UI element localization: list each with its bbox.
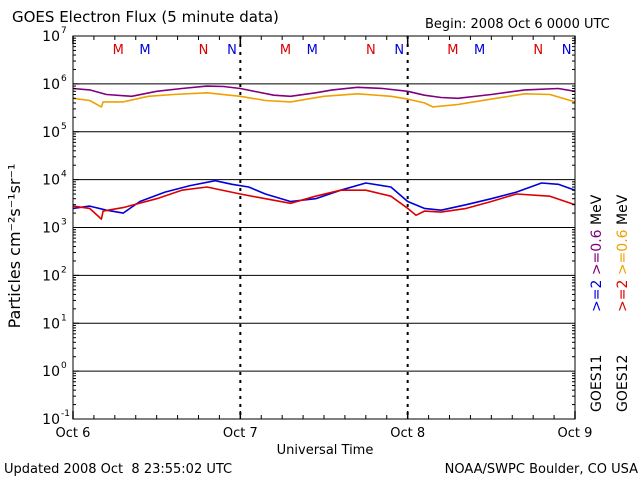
series-layer: [72, 85, 576, 220]
mn-marker: M: [307, 43, 318, 58]
mn-marker: N: [394, 43, 404, 58]
mn-marker: M: [139, 43, 150, 58]
credit-label: NOAA/SWPC Boulder, CO USA: [445, 462, 638, 477]
legend-satellite-label: GOES11: [589, 355, 605, 412]
series-line: [72, 92, 576, 108]
mn-marker: N: [562, 43, 572, 58]
legend-channels-label: >=2 >=0.6 MeV: [589, 194, 605, 312]
y-tick-exponent: 7: [61, 26, 67, 36]
y-tick-exponent: -1: [61, 409, 70, 419]
x-tick-label: Oct 6: [56, 426, 91, 441]
mn-marker: M: [447, 43, 458, 58]
x-tick-label: Oct 9: [558, 426, 593, 441]
legend-row: GOES12 >=2 >=0.6 MeV: [615, 194, 631, 412]
legend-part: MeV: [589, 194, 605, 229]
y-tick-exponent: 3: [61, 218, 67, 228]
legend-part: >=2: [615, 280, 631, 312]
chart-title: GOES Electron Flux (5 minute data): [12, 8, 279, 26]
legend-part: >=2: [589, 280, 605, 312]
y-tick-exponent: 5: [61, 122, 67, 132]
y-tick-label: 10: [42, 125, 60, 141]
y-tick-exponent: 0: [61, 361, 67, 371]
begin-label: Begin: 2008 Oct 6 0000 UTC: [425, 17, 610, 32]
y-tick-label: 10: [42, 268, 60, 284]
mn-marker: N: [533, 43, 543, 58]
mn-marker: M: [280, 43, 291, 58]
mn-marker: M: [113, 43, 124, 58]
mn-marker: M: [474, 43, 485, 58]
y-axis-label: Particles cm⁻²s⁻¹sr⁻¹: [5, 164, 24, 329]
series-line: [72, 186, 576, 220]
legend-part: >=0.6: [615, 229, 631, 275]
legend-row: GOES11 >=2 >=0.6 MeV: [589, 194, 605, 412]
series-line: [72, 179, 576, 214]
y-tick-label: 10: [42, 412, 60, 428]
legend-part: >=0.6: [589, 229, 605, 275]
y-tick-exponent: 4: [61, 170, 67, 180]
updated-label: Updated 2008 Oct 8 23:55:02 UTC: [4, 462, 232, 477]
mn-marker: N: [199, 43, 209, 58]
y-tick-exponent: 1: [61, 313, 67, 323]
y-tick-label: 10: [42, 29, 60, 45]
legend-part: MeV: [615, 194, 631, 229]
y-tick-label: 10: [42, 221, 60, 237]
y-tick-label: 10: [42, 364, 60, 380]
gridlines: [73, 83, 575, 372]
series-line: [72, 85, 576, 100]
legend-channels-label: >=2 >=0.6 MeV: [615, 194, 631, 312]
mn-marker: N: [366, 43, 376, 58]
y-tick-exponent: 6: [61, 74, 67, 84]
legend: GOES11 >=2 >=0.6 MeV GOES12 >=2 >=0.6 MeV: [589, 194, 631, 412]
x-axis-ticks: Oct 6 Oct 7 Oct 8 Oct 9: [56, 36, 593, 441]
x-tick-label: Oct 7: [223, 426, 258, 441]
x-axis-label: Universal Time: [277, 443, 374, 458]
y-tick-label: 10: [42, 77, 60, 93]
y-tick-label: 10: [42, 316, 60, 332]
y-tick-exponent: 2: [61, 265, 67, 275]
legend-satellite-label: GOES12: [615, 355, 631, 412]
x-tick-label: Oct 8: [390, 426, 425, 441]
mn-marker: N: [227, 43, 237, 58]
y-tick-label: 10: [42, 173, 60, 189]
